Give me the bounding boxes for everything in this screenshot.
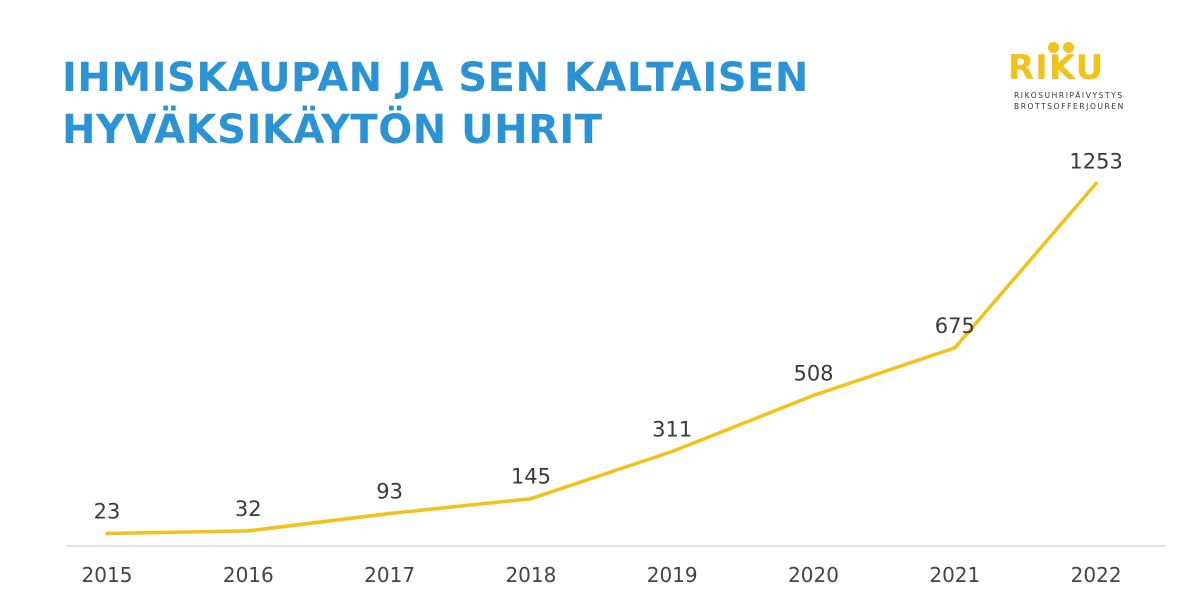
logo-subtitle-sv: BROTTSOFFERJOUREN — [1014, 102, 1125, 111]
logo-word-text: RIKU — [1008, 48, 1105, 88]
data-label-2015: 23 — [94, 499, 121, 523]
data-label-2017: 93 — [376, 480, 403, 504]
data-label-2020: 508 — [793, 361, 833, 385]
data-point-2016 — [246, 529, 251, 533]
logo-subtitle-fi: RIKOSUHRIPÄIVYSTYS — [1014, 91, 1124, 100]
x-tick-2020: 2020 — [788, 563, 839, 587]
data-point-2022 — [1094, 181, 1098, 186]
data-label-2022: 1253 — [1069, 149, 1122, 173]
x-tick-2017: 2017 — [364, 563, 415, 587]
x-tick-2015: 2015 — [82, 563, 133, 587]
data-point-2015 — [105, 531, 109, 536]
x-tick-2016: 2016 — [223, 563, 274, 587]
x-tick-2018: 2018 — [505, 563, 556, 587]
data-label-2019: 311 — [652, 417, 692, 441]
data-point-2020 — [811, 393, 816, 398]
x-tick-2019: 2019 — [647, 563, 698, 587]
data-label-2018: 145 — [511, 465, 551, 489]
series-line — [105, 181, 1098, 536]
chart-title-line-2: HYVÄKSIKÄYTÖN UHRIT — [62, 107, 603, 153]
chart-title-line-1: IHMISKAUPAN JA SEN KALTAISEN — [62, 55, 809, 101]
data-label-2021: 675 — [935, 314, 975, 338]
data-label-2016: 32 — [235, 497, 262, 521]
chart-title: IHMISKAUPAN JA SEN KALTAISEN HYVÄKSIKÄYT… — [62, 52, 809, 156]
data-point-2021 — [953, 346, 957, 350]
data-point-2019 — [670, 449, 674, 454]
x-tick-2021: 2021 — [929, 563, 980, 587]
logo-figures-icon — [1048, 42, 1078, 56]
data-point-2018 — [529, 496, 533, 501]
logo-wordmark: RIKU — [1008, 42, 1138, 90]
data-point-2017 — [387, 511, 392, 516]
x-tick-2022: 2022 — [1071, 563, 1122, 587]
riku-logo: RIKU RIKOSUHRIPÄIVYSTYS BROTTSOFFERJOURE… — [1008, 42, 1138, 112]
